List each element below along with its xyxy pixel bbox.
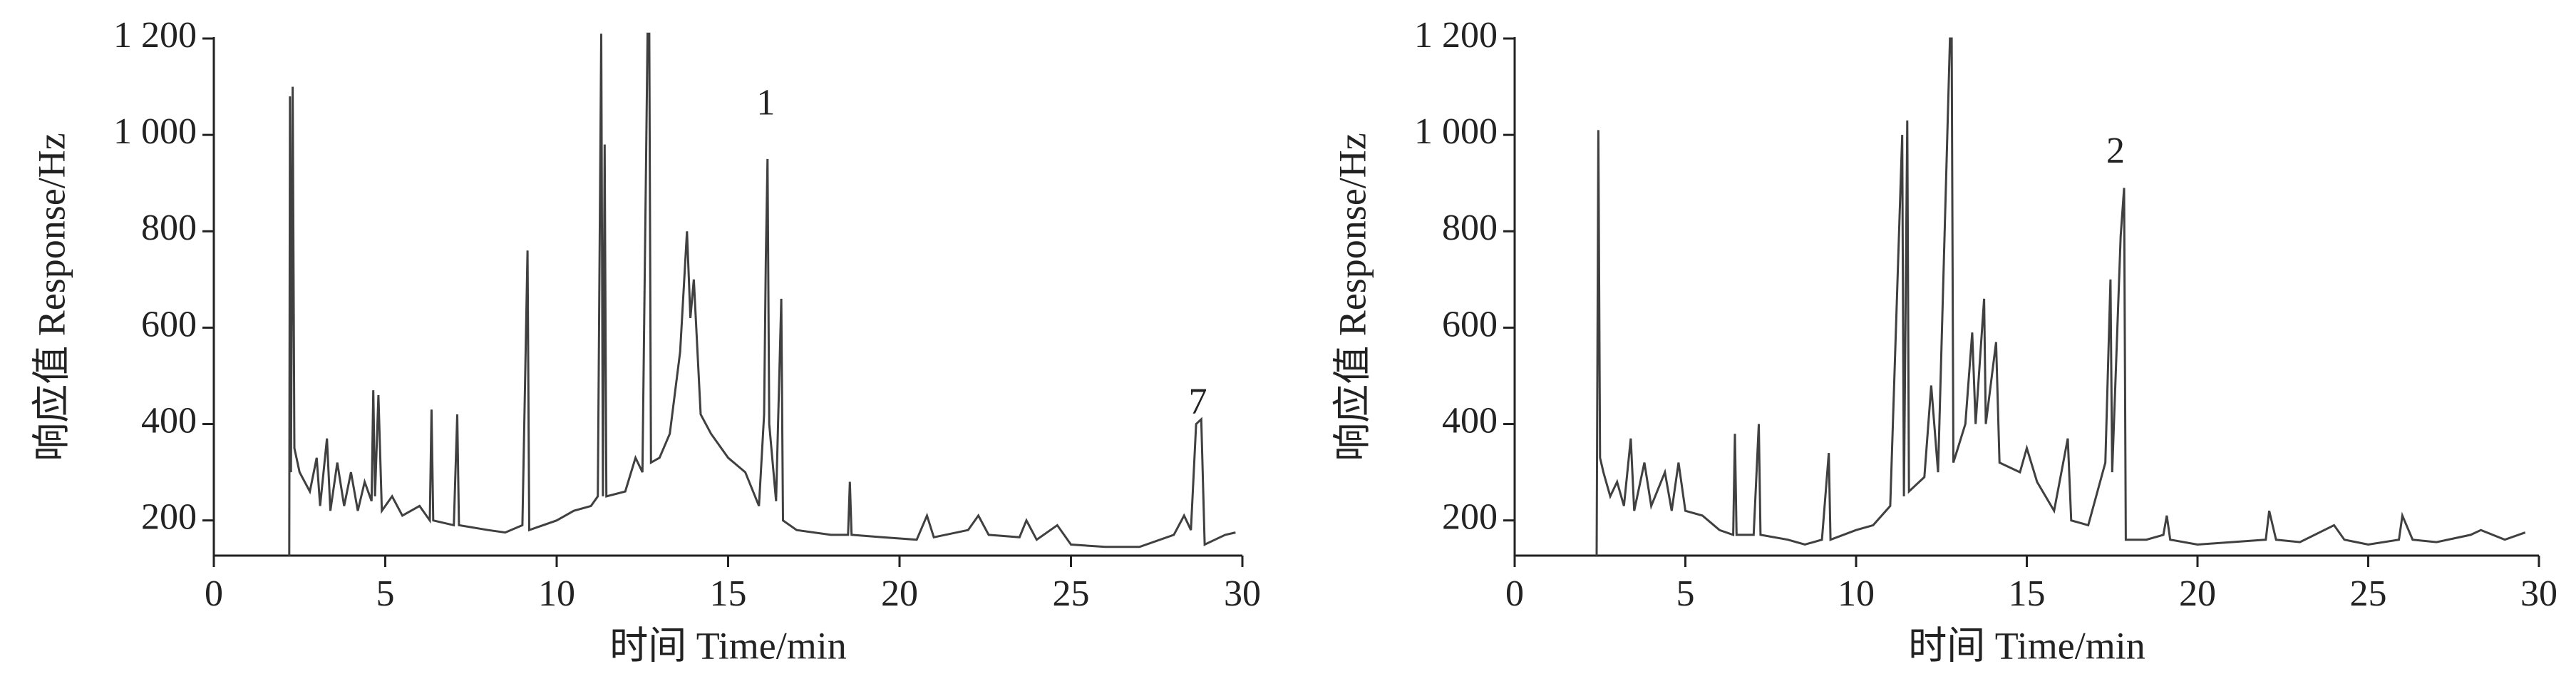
x-tick-label: 5: [376, 573, 395, 614]
y-tick-label: 800: [141, 208, 197, 248]
x-tick-label: 10: [538, 573, 575, 614]
trace: [1595, 37, 2526, 556]
y-tick-label: 600: [141, 304, 197, 344]
y-axis-label: 响应值 Response/Hz: [30, 133, 73, 461]
x-tick-label: 15: [2009, 573, 2046, 614]
y-axis-label: 响应值 Response/Hz: [1331, 133, 1374, 461]
trace: [288, 32, 1236, 556]
y-tick-label: 400: [1442, 400, 1498, 441]
y-tick-label: 200: [141, 497, 197, 538]
x-tick-label: 0: [1505, 573, 1524, 614]
x-axis-label: 时间 Time/min: [609, 624, 847, 667]
x-tick-label: 10: [1838, 573, 1875, 614]
x-tick-label: 20: [881, 573, 918, 614]
x-tick-label: 0: [205, 573, 223, 614]
x-tick-label: 15: [710, 573, 747, 614]
peak-label: 2: [2106, 131, 2125, 171]
x-tick-label: 25: [2350, 573, 2387, 614]
x-tick-label: 30: [2520, 573, 2557, 614]
x-axis-label: 时间 Time/min: [1908, 624, 2145, 667]
y-tick-label: 400: [141, 400, 197, 441]
x-tick-label: 20: [2179, 573, 2216, 614]
y-tick-label: 200: [1442, 497, 1498, 538]
y-tick-label: 1 200: [1414, 15, 1498, 56]
y-tick-label: 800: [1442, 208, 1498, 248]
x-tick-label: 5: [1676, 573, 1695, 614]
x-tick-label: 30: [1224, 573, 1261, 614]
peak-label: 1: [756, 83, 775, 123]
y-tick-label: 600: [1442, 304, 1498, 344]
x-tick-label: 25: [1053, 573, 1090, 614]
y-tick-label: 1 000: [1414, 111, 1498, 152]
chart: 200 400 600 800 1 000 1 200 0 5 10 15 20 25 30 2 时间 Ti…: [1331, 15, 2557, 667]
y-tick-label: 1 000: [113, 111, 197, 152]
y-tick-label: 1 200: [113, 15, 197, 56]
chart: 200 400 600 800 1 000 1 200 0 5 10 15 20 25 30 1 7 时间 T…: [30, 15, 1261, 667]
peak-label: 7: [1188, 381, 1207, 422]
